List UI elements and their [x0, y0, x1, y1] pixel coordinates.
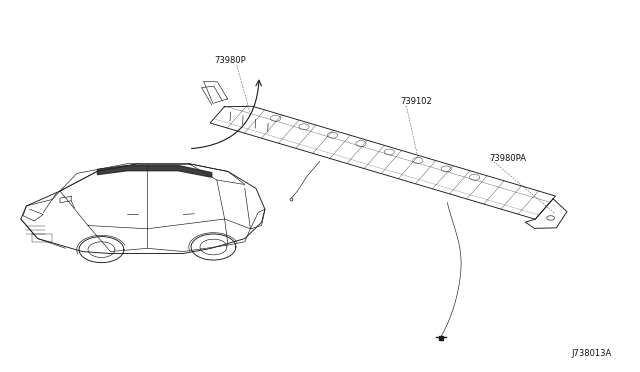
Text: 73980PA: 73980PA: [490, 154, 527, 163]
Text: J738013A: J738013A: [571, 349, 611, 358]
Text: 739102: 739102: [400, 97, 432, 106]
Text: 73980P: 73980P: [214, 56, 246, 65]
